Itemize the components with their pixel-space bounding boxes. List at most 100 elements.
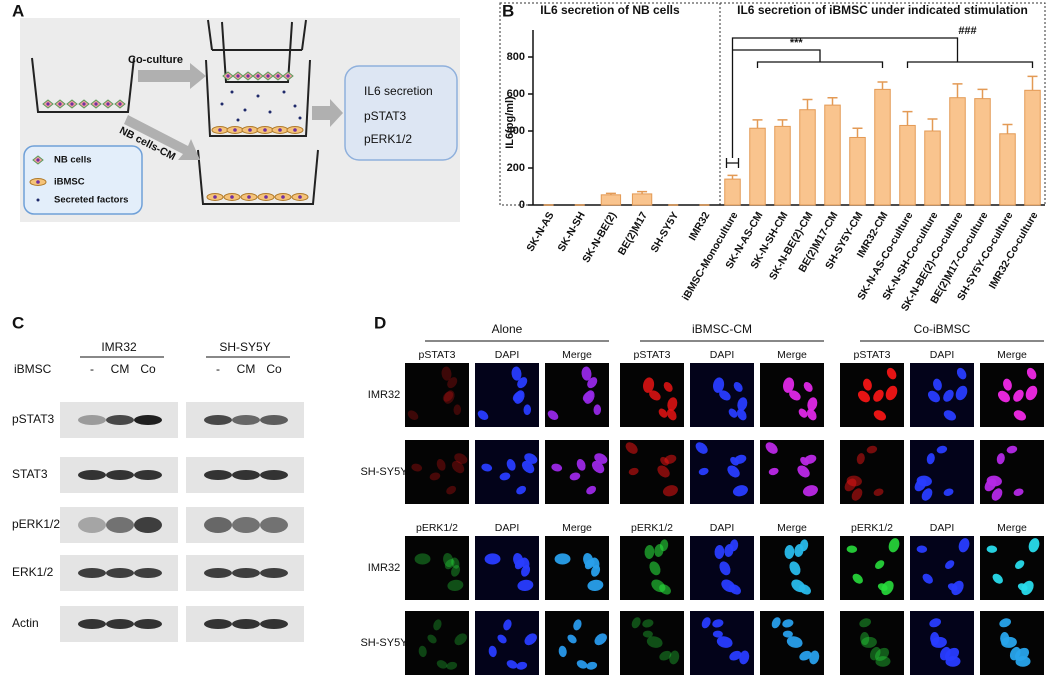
nucleus [1013, 488, 1024, 496]
y-tick-label: 0 [519, 199, 525, 211]
nucleus [922, 573, 933, 584]
error-bar [877, 81, 888, 90]
legend-label: NB cells [54, 155, 92, 166]
nucleus [586, 661, 598, 670]
nucleus [698, 467, 709, 476]
nucleus [869, 646, 881, 661]
bar [874, 88, 891, 206]
error-bar [927, 118, 938, 131]
nucleus [497, 634, 507, 644]
blot-band [134, 619, 162, 629]
nucleus [782, 630, 793, 638]
blot-band [204, 568, 232, 578]
blot-band [78, 517, 106, 533]
bar [974, 98, 991, 206]
nucleus [569, 472, 581, 481]
nucleus [516, 661, 528, 670]
blot-band [106, 415, 134, 425]
error-bar [852, 127, 863, 138]
nucleus [768, 467, 779, 476]
nucleus [866, 445, 878, 454]
nucleus [806, 408, 817, 421]
treatment-label: Co [266, 362, 282, 376]
nucleus [885, 385, 898, 401]
nucleus [436, 660, 448, 669]
blot-band [204, 415, 232, 425]
nucleus [859, 618, 871, 628]
nucleus [587, 579, 604, 591]
nucleus [649, 561, 661, 576]
nucleus [728, 408, 738, 418]
protein-label: Actin [12, 616, 39, 630]
nucleus [886, 367, 897, 380]
nucleus [789, 390, 801, 401]
blot-band [106, 517, 134, 533]
nucleus [649, 390, 661, 401]
nucleus [443, 553, 454, 568]
channel-label: Merge [997, 522, 1027, 534]
nucleus [804, 454, 817, 464]
nucleus [803, 382, 813, 392]
nucleus [771, 617, 781, 629]
bar [924, 130, 941, 206]
nucleus [442, 391, 454, 402]
blot-band [204, 470, 232, 480]
nucleus [737, 397, 748, 411]
y-axis-label: IL6(pg/ml) [504, 96, 516, 149]
error-bar [802, 98, 813, 110]
nucleus [863, 378, 872, 391]
group-label: Co-iBMSC [914, 322, 971, 336]
nucleus [642, 630, 653, 638]
nucleus [594, 633, 607, 646]
nucleus [411, 463, 423, 472]
nucleus [658, 408, 668, 418]
channel-label: Merge [777, 522, 807, 534]
nucleus [783, 377, 795, 393]
blot-band [232, 415, 260, 425]
nucleus [276, 74, 280, 78]
blot-band [232, 470, 260, 480]
channel-label: pERK1/2 [851, 522, 893, 534]
nucleus [554, 553, 571, 565]
nucleus [628, 467, 639, 476]
nucleus [736, 408, 747, 421]
blot-band [78, 470, 106, 480]
micrograph [405, 611, 469, 675]
nucleus [247, 195, 251, 199]
nucleus [992, 573, 1003, 584]
error-bar [637, 190, 648, 194]
nucleus [955, 385, 968, 401]
error-bar [1027, 75, 1038, 91]
nucleus [524, 633, 537, 646]
secreted-factor [268, 110, 272, 114]
y-tick-label: 200 [507, 162, 525, 174]
nucleus [856, 453, 865, 465]
channel-label: pERK1/2 [416, 522, 458, 534]
nucleus [513, 553, 524, 568]
nucleus [591, 564, 601, 577]
nucleus [916, 545, 928, 553]
protein-label: ERK1/2 [12, 565, 54, 579]
micrograph [620, 611, 684, 675]
secreted-factor [256, 94, 260, 98]
nucleus [586, 485, 597, 495]
nucleus [587, 377, 598, 389]
blot-band [78, 415, 106, 425]
nucleus [444, 559, 455, 570]
legend-box [23, 145, 143, 215]
nucleus [1026, 367, 1037, 380]
nucleus [524, 453, 538, 464]
nucleus [877, 583, 888, 591]
nucleus [659, 584, 671, 595]
secreted-factor [243, 108, 247, 112]
x-tick-label: SK-N-AS [524, 210, 556, 254]
nucleus [857, 390, 870, 403]
readout-label: IL6 secretion [364, 84, 433, 98]
channel-label: pERK1/2 [631, 522, 673, 534]
treatment-label: Co [140, 362, 156, 376]
nucleus [558, 645, 567, 658]
nucleus [782, 619, 794, 628]
bar [600, 194, 622, 206]
error-bar [902, 110, 913, 126]
secreted-factor [298, 116, 302, 120]
